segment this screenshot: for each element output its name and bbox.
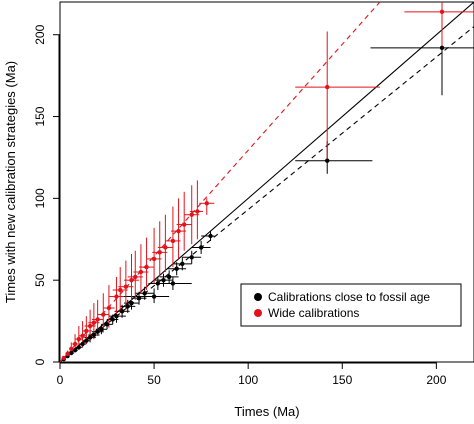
point-wide <box>72 341 78 347</box>
point-wide <box>84 328 89 334</box>
legend-box <box>240 283 462 327</box>
point-wide <box>123 284 129 289</box>
y-axis-label: Times with new calibration strategies (M… <box>3 61 18 303</box>
point-close <box>99 327 104 332</box>
point-wide <box>325 84 330 90</box>
x-tick-label: 150 <box>332 373 352 387</box>
point-wide <box>439 9 445 15</box>
point-close <box>76 345 82 350</box>
point-close <box>151 294 157 299</box>
x-tick-label: 100 <box>238 373 258 387</box>
point-close <box>136 295 142 301</box>
point-wide <box>114 294 119 299</box>
point-wide <box>101 312 106 317</box>
point-wide <box>91 320 97 325</box>
legend-marker-wide <box>254 309 262 317</box>
x-axis: 0 50 100 150 200 <box>57 362 447 387</box>
point-close <box>129 300 134 306</box>
point-wide <box>151 256 157 262</box>
legend-label-wide: Wide calibrations <box>268 306 359 320</box>
point-close <box>166 274 172 280</box>
point-close <box>114 313 119 319</box>
point-wide <box>95 317 100 322</box>
point-wide <box>69 346 74 352</box>
point-close <box>180 261 185 267</box>
point-close <box>95 329 100 334</box>
point-close <box>119 309 125 314</box>
point-wide <box>129 277 134 283</box>
point-close <box>104 322 110 327</box>
point-close <box>208 233 213 239</box>
point-close <box>170 281 176 286</box>
point-close <box>125 304 130 309</box>
point-wide <box>133 274 138 280</box>
point-close <box>87 335 93 340</box>
y-tick-label: 100 <box>33 188 47 208</box>
point-wide <box>195 209 200 214</box>
y-axis: 0 50 100 150 200 <box>33 24 60 365</box>
black-fit-line <box>59 26 474 363</box>
point-close <box>174 266 179 271</box>
x-tick-label: 200 <box>426 373 446 387</box>
point-wide <box>163 245 168 250</box>
point-wide <box>61 355 66 361</box>
legend-label-close: Calibrations close to fossil age <box>268 290 430 304</box>
y-tick-label: 150 <box>33 106 47 126</box>
legend: Calibrations close to fossil age Wide ca… <box>240 283 462 327</box>
point-wide <box>157 250 162 255</box>
point-close <box>110 317 115 322</box>
point-close <box>439 45 445 51</box>
legend-marker-close <box>254 293 262 301</box>
point-wide <box>118 287 123 293</box>
point-wide <box>170 238 176 244</box>
x-tick-label: 0 <box>57 373 64 387</box>
point-close <box>84 338 89 343</box>
point-wide <box>87 323 93 329</box>
point-wide <box>76 336 82 342</box>
point-wide <box>80 333 85 339</box>
y-tick-label: 0 <box>33 358 47 365</box>
fit-lines <box>59 1 474 363</box>
point-close <box>69 350 74 356</box>
point-wide <box>176 228 181 234</box>
point-wide <box>106 305 112 311</box>
point-close <box>72 348 78 353</box>
point-wide <box>189 212 194 217</box>
point-wide <box>204 201 209 206</box>
point-close <box>80 341 85 347</box>
point-close <box>198 245 204 250</box>
point-close <box>155 281 161 286</box>
point-wide <box>182 222 187 227</box>
y-tick-label: 50 <box>33 273 47 287</box>
point-wide <box>138 269 144 275</box>
data-points <box>61 9 445 362</box>
y-tick-label: 200 <box>33 24 47 44</box>
plot-frame <box>59 1 474 363</box>
x-tick-label: 50 <box>147 373 161 387</box>
point-close <box>189 255 194 260</box>
x-axis-label: Times (Ma) <box>234 404 299 419</box>
point-close <box>142 291 147 296</box>
identity-line <box>59 1 474 363</box>
point-wide <box>144 264 149 270</box>
point-close <box>161 277 166 283</box>
point-close <box>325 158 330 163</box>
point-close <box>91 332 97 338</box>
point-wide <box>65 351 70 357</box>
